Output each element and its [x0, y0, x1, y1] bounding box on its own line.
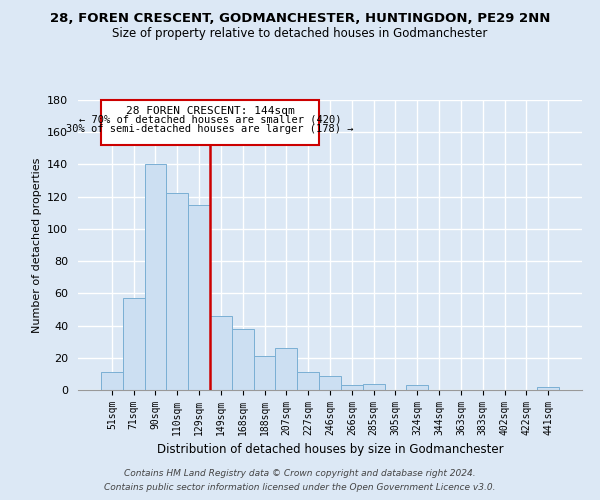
Text: 28 FOREN CRESCENT: 144sqm: 28 FOREN CRESCENT: 144sqm: [125, 106, 295, 116]
Bar: [319, 376, 341, 390]
Bar: [297, 372, 319, 390]
Bar: [406, 385, 428, 390]
Bar: [232, 329, 254, 390]
Bar: [188, 204, 210, 390]
Y-axis label: Number of detached properties: Number of detached properties: [32, 158, 41, 332]
Bar: [123, 298, 145, 390]
Bar: [145, 164, 166, 390]
Text: 30% of semi-detached houses are larger (178) →: 30% of semi-detached houses are larger (…: [66, 124, 354, 134]
Text: Contains HM Land Registry data © Crown copyright and database right 2024.: Contains HM Land Registry data © Crown c…: [124, 468, 476, 477]
Text: 28, FOREN CRESCENT, GODMANCHESTER, HUNTINGDON, PE29 2NN: 28, FOREN CRESCENT, GODMANCHESTER, HUNTI…: [50, 12, 550, 26]
Bar: [210, 316, 232, 390]
Text: Contains public sector information licensed under the Open Government Licence v3: Contains public sector information licen…: [104, 484, 496, 492]
Bar: [363, 384, 385, 390]
Bar: [341, 385, 363, 390]
Text: Size of property relative to detached houses in Godmanchester: Size of property relative to detached ho…: [112, 28, 488, 40]
Bar: [537, 387, 559, 390]
Bar: [166, 194, 188, 390]
FancyBboxPatch shape: [101, 100, 319, 145]
Bar: [101, 372, 123, 390]
Bar: [275, 348, 297, 390]
Bar: [254, 356, 275, 390]
X-axis label: Distribution of detached houses by size in Godmanchester: Distribution of detached houses by size …: [157, 444, 503, 456]
Text: ← 70% of detached houses are smaller (420): ← 70% of detached houses are smaller (42…: [79, 114, 341, 124]
